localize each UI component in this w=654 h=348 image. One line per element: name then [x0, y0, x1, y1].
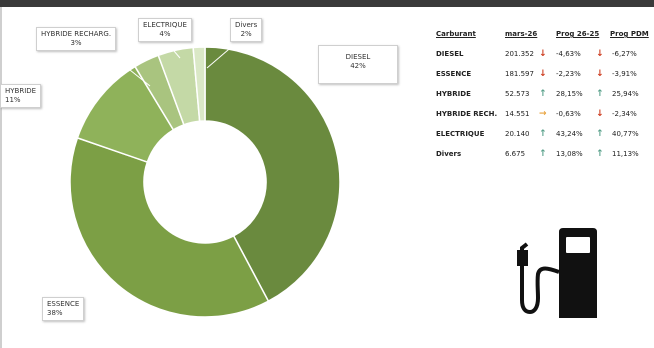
fuel-pump-icon [517, 228, 597, 318]
slice-label-hybride-name: HYBRIDE [5, 87, 37, 95]
cell-pdm: -2,34% [612, 110, 637, 118]
cell-pdm: 25,94% [612, 90, 639, 98]
table-row: Divers 6.675 13,08% 11,13% ↑ ↑ [436, 149, 651, 162]
slice-label-divers-name: Divers [235, 21, 258, 29]
slice-label-essence-pct: 38% [47, 309, 63, 317]
slice-label-hybride-recharg-pct: 3% [70, 39, 82, 47]
cell-prog: 13,08% [556, 150, 583, 158]
slice-label-diesel: DIESEL 42% [318, 45, 398, 84]
cell-name: Divers [436, 150, 462, 158]
leader-line [104, 49, 151, 87]
table-row: ESSENCE 181.597 -2,23% -3,91% ↓ ↓ [436, 69, 651, 82]
arrow-up-icon: ↑ [539, 89, 547, 99]
slice-label-diesel-pct: 42% [350, 62, 366, 70]
header-prog: Prog 26-25 [556, 30, 600, 38]
cell-pdm: 40,77% [612, 130, 639, 138]
arrow-down-icon: ↓ [539, 69, 547, 79]
slice-label-divers-pct: 2% [240, 30, 252, 38]
leader-line [87, 295, 109, 309]
table-row: ELECTRIQUE 20.140 43,24% 40,77% ↑ ↑ [436, 129, 651, 142]
header-month: mars-26 [505, 30, 538, 38]
cell-name: ESSENCE [436, 70, 472, 78]
slice-label-hybride-pct: 11% [5, 96, 21, 104]
slice-label-hybride: HYBRIDE 11% [0, 84, 42, 108]
arrow-down-icon: ↓ [596, 109, 604, 119]
cell-name: ELECTRIQUE [436, 130, 485, 138]
table-row: HYBRIDE 52.573 28,15% 25,94% ↑ ↑ [436, 89, 651, 102]
cell-pdm: -3,91% [612, 70, 637, 78]
table-row: DIESEL 201.352 -4,63% -6,27% ↓ ↓ [436, 49, 651, 62]
arrow-down-icon: ↓ [539, 49, 547, 59]
arrow-down-icon: ↓ [596, 69, 604, 79]
cell-value: 201.352 [505, 50, 534, 58]
cell-prog: -2,23% [556, 70, 581, 78]
table-header-row: Carburant mars-26 Prog 26-25 Prog PDM [436, 30, 651, 42]
slice-label-electrique-pct: 4% [159, 30, 171, 38]
cell-prog: -0,63% [556, 110, 581, 118]
donut-slice-diesel [204, 46, 341, 303]
slice-label-electrique-name: ELECTRIQUE [143, 21, 187, 29]
table-row: HYBRIDE RECH. 14.551 -0,63% -2,34% → ↓ [436, 109, 651, 122]
cell-value: 52.573 [505, 90, 530, 98]
arrow-down-icon: ↓ [596, 49, 604, 59]
arrow-right-icon: → [539, 109, 547, 119]
cell-value: 181.597 [505, 70, 534, 78]
cell-value: 14.551 [505, 110, 530, 118]
leader-line [317, 83, 356, 105]
arrow-up-icon: ↑ [596, 149, 604, 159]
cell-prog: -4,63% [556, 50, 581, 58]
header-carburant: Carburant [436, 30, 476, 38]
left-border [0, 7, 2, 348]
cell-prog: 28,15% [556, 90, 583, 98]
slice-label-diesel-name: DIESEL [345, 53, 371, 61]
header-pdm: Prog PDM [610, 30, 649, 38]
slice-label-electrique: ELECTRIQUE 4% [138, 18, 192, 42]
slice-label-hybride-recharg: HYBRIDE RECHARG. 3% [36, 27, 117, 51]
arrow-up-icon: ↑ [539, 149, 547, 159]
slice-label-essence-name: ESSENCE [47, 300, 80, 308]
donut-slice-divers [192, 46, 206, 123]
arrow-up-icon: ↑ [596, 129, 604, 139]
top-border [0, 0, 654, 7]
cell-value: 6.675 [505, 150, 526, 158]
slice-label-hybride-recharg-name: HYBRIDE RECHARG. [41, 30, 112, 38]
donut-slice-essence [69, 136, 270, 318]
leader-line [206, 43, 236, 69]
cell-pdm: -6,27% [612, 50, 637, 58]
cell-name: HYBRIDE [436, 90, 471, 98]
leader-line [167, 43, 181, 59]
arrow-up-icon: ↑ [539, 129, 547, 139]
cell-value: 20.140 [505, 130, 530, 138]
cell-pdm: 11,13% [612, 150, 639, 158]
slice-label-divers: Divers 2% [230, 18, 263, 42]
slice-label-essence: ESSENCE 38% [42, 297, 85, 321]
cell-name: DIESEL [436, 50, 464, 58]
cell-prog: 43,24% [556, 130, 583, 138]
cell-name: HYBRIDE RECH. [436, 110, 498, 118]
arrow-up-icon: ↑ [596, 89, 604, 99]
